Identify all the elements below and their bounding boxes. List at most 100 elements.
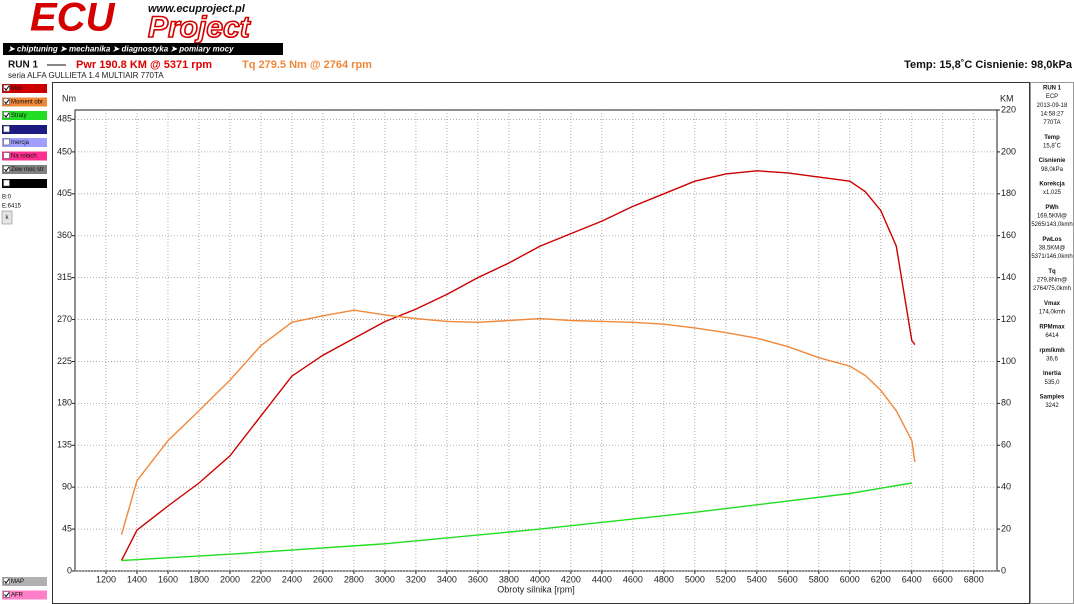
info-text: ECP xyxy=(1046,94,1058,100)
button[interactable] xyxy=(1,210,13,225)
info-text: 15,8˚C xyxy=(1043,142,1062,149)
info-text: 5371/146,0kmh xyxy=(1031,254,1072,260)
info-text: 98,0kPa xyxy=(1041,167,1064,173)
info-text: 535,0 xyxy=(1044,380,1060,386)
checkbox[interactable] xyxy=(3,84,10,92)
info-text: 6414 xyxy=(1045,333,1059,339)
chart-frame xyxy=(52,82,1030,604)
channel-box[interactable] xyxy=(2,590,47,600)
checkbox[interactable] xyxy=(3,179,10,187)
checkbox[interactable] xyxy=(3,98,10,105)
x-tick-label: 1800 xyxy=(189,574,209,584)
info-text: rpm/kmh xyxy=(1039,348,1065,354)
legend-label: Moc xyxy=(11,86,22,92)
button-label[interactable]: k xyxy=(6,215,10,221)
y2-tick-label: 0 xyxy=(1001,565,1006,575)
info-text: RPMmax xyxy=(1039,324,1065,330)
channel-box[interactable] xyxy=(2,165,47,174)
legend-label: Zew moc str xyxy=(11,167,44,173)
info-text: Temp xyxy=(1044,135,1060,141)
x-tick-label: 6600 xyxy=(933,574,953,584)
channel-box[interactable] xyxy=(2,577,47,586)
y2-tick-label: 220 xyxy=(1001,104,1016,114)
check-mark[interactable] xyxy=(4,592,10,598)
channel-box[interactable] xyxy=(2,151,47,161)
y-tick-label: 405 xyxy=(57,188,72,198)
logo-suffix: Project xyxy=(148,11,252,44)
info-text: 2764/75,0kmh xyxy=(1033,286,1071,292)
y-axis-label: Nm xyxy=(62,93,76,103)
x-tick-label: 5400 xyxy=(747,574,767,584)
check-mark[interactable] xyxy=(4,112,10,118)
legend-label: Straty xyxy=(11,113,27,119)
x-tick-label: 6400 xyxy=(902,574,922,584)
x-tick-label: 5200 xyxy=(716,574,736,584)
x-tick-label: 6800 xyxy=(964,574,984,584)
channel-box[interactable] xyxy=(2,111,47,120)
info-text: 770TA xyxy=(1043,120,1060,126)
checkbox[interactable] xyxy=(3,165,10,173)
channel-box[interactable] xyxy=(2,97,47,107)
x-tick-label: 5600 xyxy=(778,574,798,584)
info-text: 3242 xyxy=(1045,403,1059,409)
vehicle: seria ALFA GULLIETA 1.4 MULTIAIR 770TA xyxy=(8,71,164,80)
legend-label: Moment obr xyxy=(11,100,43,106)
x-tick-label: 2800 xyxy=(344,574,364,584)
x-tick-label: 4400 xyxy=(592,574,612,584)
checkbox[interactable] xyxy=(3,577,10,585)
y-tick-label: 360 xyxy=(57,230,72,240)
x-tick-label: 6000 xyxy=(840,574,860,584)
info-text: Samples xyxy=(1040,395,1065,401)
x-tick-label: 3800 xyxy=(499,574,519,584)
y2-tick-label: 120 xyxy=(1001,314,1016,324)
y-tick-label: 180 xyxy=(57,398,72,408)
channel-label: MAP xyxy=(11,579,24,585)
info-text: Tq xyxy=(1048,269,1056,275)
y2-tick-label: 20 xyxy=(1001,523,1011,533)
channel-box[interactable] xyxy=(2,125,47,134)
x-tick-label: 2600 xyxy=(313,574,333,584)
info-text: 38,5KM@ xyxy=(1039,246,1066,252)
info-text: PWh xyxy=(1045,205,1059,211)
y2-tick-label: 40 xyxy=(1001,482,1011,492)
info-text: 169,5KM@ xyxy=(1037,214,1067,220)
x-tick-label: 1400 xyxy=(127,574,147,584)
series-line xyxy=(120,309,916,535)
x-tick-label: 4000 xyxy=(530,574,550,584)
x-tick-label: 4600 xyxy=(623,574,643,584)
y2-axis-label: KM xyxy=(1000,93,1014,103)
checkbox[interactable] xyxy=(3,125,10,133)
channel-box[interactable] xyxy=(2,179,47,188)
logo-url: www.ecuproject.pl xyxy=(148,3,246,15)
channel-box[interactable] xyxy=(2,138,47,147)
info-frame xyxy=(1030,82,1074,604)
y-tick-label: 225 xyxy=(57,356,72,366)
info-text: 174,0kmh xyxy=(1039,310,1065,316)
y-tick-label: 485 xyxy=(57,114,72,124)
channel-box[interactable] xyxy=(2,84,47,93)
check-mark[interactable] xyxy=(4,578,10,584)
info-text: 14:58:27 xyxy=(1040,111,1064,117)
x-tick-label: 5000 xyxy=(685,574,705,584)
y-tick-label: 315 xyxy=(57,272,72,282)
y2-tick-label: 100 xyxy=(1001,356,1016,366)
checkbox[interactable] xyxy=(3,591,10,598)
x-tick-label: 6200 xyxy=(871,574,891,584)
info-text: Cisnienie xyxy=(1039,158,1066,164)
checkbox[interactable] xyxy=(3,138,10,146)
plot-area xyxy=(74,109,998,572)
x-tick-label: 4800 xyxy=(654,574,674,584)
y-tick-label: 90 xyxy=(62,482,72,492)
checkbox[interactable] xyxy=(3,152,10,159)
x-tick-label: 3400 xyxy=(437,574,457,584)
info-text: 36,6 xyxy=(1046,356,1058,362)
legend-label: Na rolach xyxy=(11,154,37,160)
x-tick-label: 1600 xyxy=(158,574,178,584)
checkbox[interactable] xyxy=(3,111,10,119)
check-mark[interactable] xyxy=(4,166,10,172)
check-mark[interactable] xyxy=(4,85,10,91)
info-text: RUN 1 xyxy=(1043,86,1062,92)
y2-tick-label: 140 xyxy=(1001,272,1016,282)
check-mark[interactable] xyxy=(4,99,10,105)
